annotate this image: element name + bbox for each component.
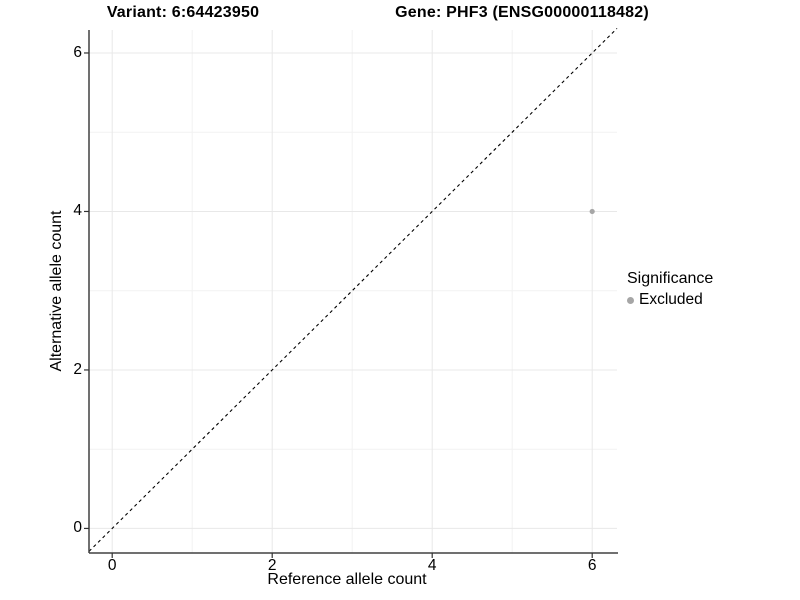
- identity-line: [88, 28, 618, 552]
- plot-title-variant: Variant: 6:64423950: [106, 4, 260, 21]
- legend-title: Significance: [627, 270, 714, 287]
- y-tick-label: 6: [73, 43, 82, 61]
- y-tick-label: 4: [73, 202, 82, 220]
- y-tick-label: 0: [73, 519, 82, 537]
- x-axis-label: Reference allele count: [267, 571, 427, 588]
- x-tick-label: 0: [107, 557, 117, 574]
- x-tick-label: 2: [267, 557, 277, 574]
- plot-title-gene: Gene: PHF3 (ENSG00000118482): [395, 4, 649, 21]
- data-point: [589, 208, 595, 215]
- legend-point-icon: [627, 296, 634, 304]
- y-tick-label: 2: [73, 360, 82, 378]
- plot-panel: [84, 28, 618, 558]
- legend-item-excluded: Excluded: [627, 291, 713, 309]
- y-axis-label: Alternative allele count: [48, 210, 65, 372]
- x-tick-label: 6: [587, 557, 597, 574]
- legend-item-label: Excluded: [639, 291, 703, 308]
- legend: Significance Excluded: [627, 270, 713, 309]
- x-tick-label: 4: [427, 557, 437, 574]
